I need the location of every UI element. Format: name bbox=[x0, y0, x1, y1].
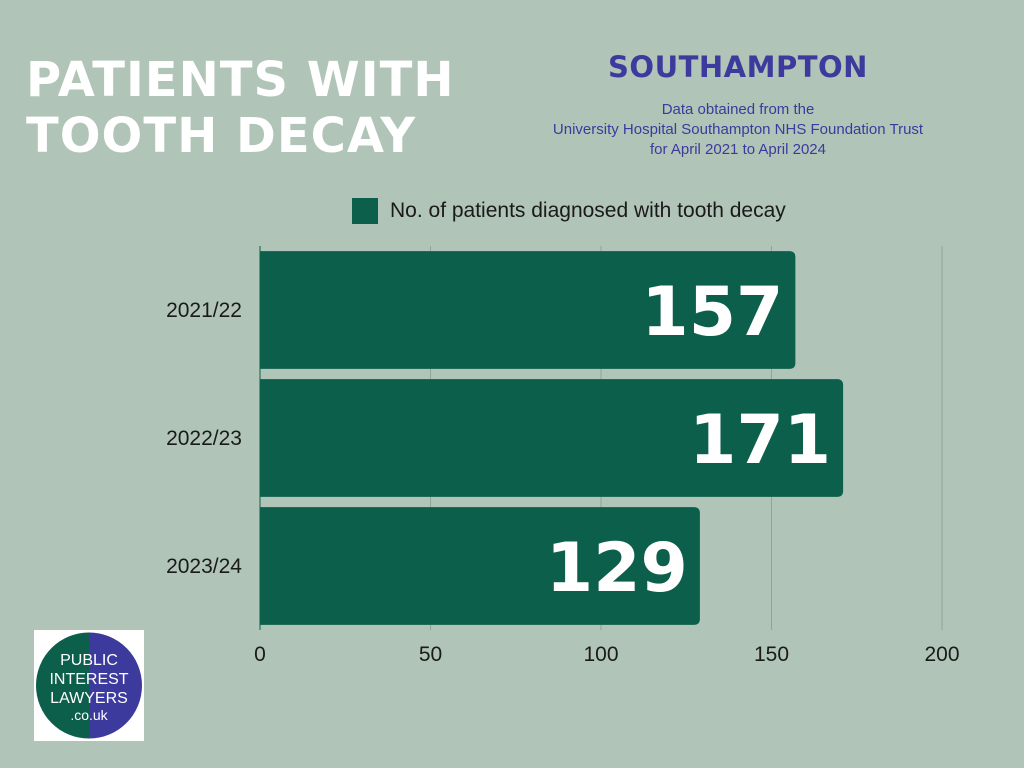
value-label-1: 171 bbox=[689, 401, 831, 480]
logo-line-4: .co.uk bbox=[70, 707, 108, 723]
logo-line-3: LAWYERS bbox=[50, 690, 128, 707]
x-tick-label-4: 200 bbox=[924, 643, 959, 666]
source-line-1: Data obtained from the bbox=[661, 101, 815, 118]
public-interest-lawyers-logo: PUBLIC INTEREST LAWYERS .co.uk bbox=[34, 630, 144, 741]
legend-swatch bbox=[352, 198, 378, 224]
bar-1 bbox=[260, 379, 844, 497]
bar-0 bbox=[260, 251, 796, 369]
x-tick-label-1: 50 bbox=[419, 643, 442, 666]
bar-2 bbox=[260, 507, 700, 625]
category-label-0: 2021/22 bbox=[166, 299, 242, 322]
logo-line-1: PUBLIC bbox=[60, 652, 118, 669]
x-tick-label-3: 150 bbox=[754, 643, 789, 666]
logo-line-2: INTEREST bbox=[49, 671, 128, 688]
logo-badge: PUBLIC INTEREST LAWYERS .co.uk bbox=[36, 632, 142, 739]
page-title: PATIENTS WITH TOOTH DECAY bbox=[26, 52, 455, 164]
source-note: Data obtained from the University Hospit… bbox=[500, 100, 976, 160]
value-label-2: 129 bbox=[546, 529, 688, 608]
x-tick-label-0: 0 bbox=[254, 643, 266, 666]
x-tick-label-2: 100 bbox=[583, 643, 618, 666]
title-line-2: TOOTH DECAY bbox=[26, 108, 417, 164]
legend-label: No. of patients diagnosed with tooth dec… bbox=[390, 199, 786, 222]
title-line-1: PATIENTS WITH bbox=[26, 52, 455, 108]
category-label-1: 2022/23 bbox=[166, 427, 242, 450]
value-label-0: 157 bbox=[641, 273, 783, 352]
source-line-3: for April 2021 to April 2024 bbox=[650, 141, 826, 158]
category-label-2: 2023/24 bbox=[166, 555, 242, 578]
chart-legend: No. of patients diagnosed with tooth dec… bbox=[352, 198, 786, 224]
source-line-2: University Hospital Southampton NHS Foun… bbox=[552, 121, 924, 138]
city-heading: SOUTHAMPTON bbox=[608, 50, 868, 84]
